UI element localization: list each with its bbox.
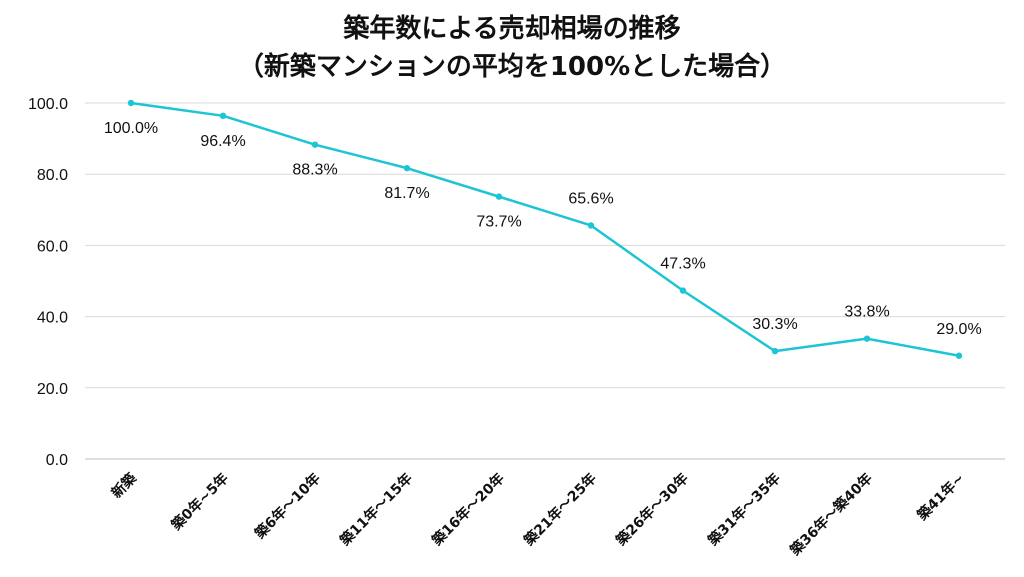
- data-label: 65.6%: [568, 190, 613, 207]
- data-label: 29.0%: [936, 321, 981, 338]
- y-tick-label: 20.0: [37, 381, 68, 398]
- data-point: [495, 193, 503, 200]
- x-axis-ticks: 新築 築0年~5年 築6年～10年 築11年～15年 築16年～20年 築21年～25年築…: [108, 469, 968, 559]
- y-axis-ticks: 0.0 20.0 40.0 60.0 80.0 100.0: [28, 96, 68, 469]
- x-tick-label: 築21年～25年: [520, 470, 600, 550]
- x-tick-label: 築0年~5年: [167, 470, 232, 535]
- data-point: [127, 99, 135, 107]
- series-layer: [127, 99, 963, 359]
- y-tick-label: 0.0: [46, 452, 68, 469]
- y-tick-label: 100.0: [28, 96, 68, 113]
- y-tick-label: 60.0: [37, 238, 68, 255]
- data-label: 96.4%: [200, 133, 245, 150]
- data-point: [587, 222, 595, 229]
- data-label: 88.3%: [292, 162, 337, 179]
- x-tick-label: 築11年～15年: [336, 470, 416, 550]
- chart-subtitle: （新築マンションの平均を100%とした場合）: [238, 51, 786, 82]
- data-point: [771, 347, 779, 355]
- chart-title: 築年数による売却相場の推移: [342, 13, 680, 44]
- x-tick-label: 築26年～30年: [612, 470, 692, 550]
- data-point: [955, 352, 963, 359]
- x-tick-label: 新築: [108, 469, 141, 502]
- data-point: [403, 164, 411, 172]
- x-tick-label: 築6年～10年: [251, 470, 324, 543]
- data-label: 73.7%: [476, 214, 521, 231]
- y-tick-label: 40.0: [37, 310, 68, 327]
- data-point: [863, 335, 871, 342]
- data-point: [219, 112, 227, 120]
- gridlines: [85, 102, 1005, 460]
- data-label: 47.3%: [660, 256, 705, 273]
- x-tick-label: 築16年～20年: [428, 470, 508, 550]
- series-line: [130, 101, 960, 357]
- data-point: [311, 141, 319, 148]
- data-label: 100.0%: [104, 120, 158, 137]
- data-labels: 100.0% 96.4% 88.3% 81.7% 73.7% 65.6% 47.3% 30.3…: [104, 120, 982, 338]
- data-label: 33.8%: [844, 304, 889, 321]
- data-label: 81.7%: [384, 185, 429, 202]
- data-label: 30.3%: [752, 316, 797, 333]
- data-point: [679, 287, 687, 294]
- x-tick-label: 築36年～築40年: [786, 470, 876, 560]
- x-tick-label: 築31年～35年: [704, 470, 784, 550]
- y-tick-label: 80.0: [37, 167, 68, 184]
- x-tick-label: 築41年~: [913, 470, 968, 525]
